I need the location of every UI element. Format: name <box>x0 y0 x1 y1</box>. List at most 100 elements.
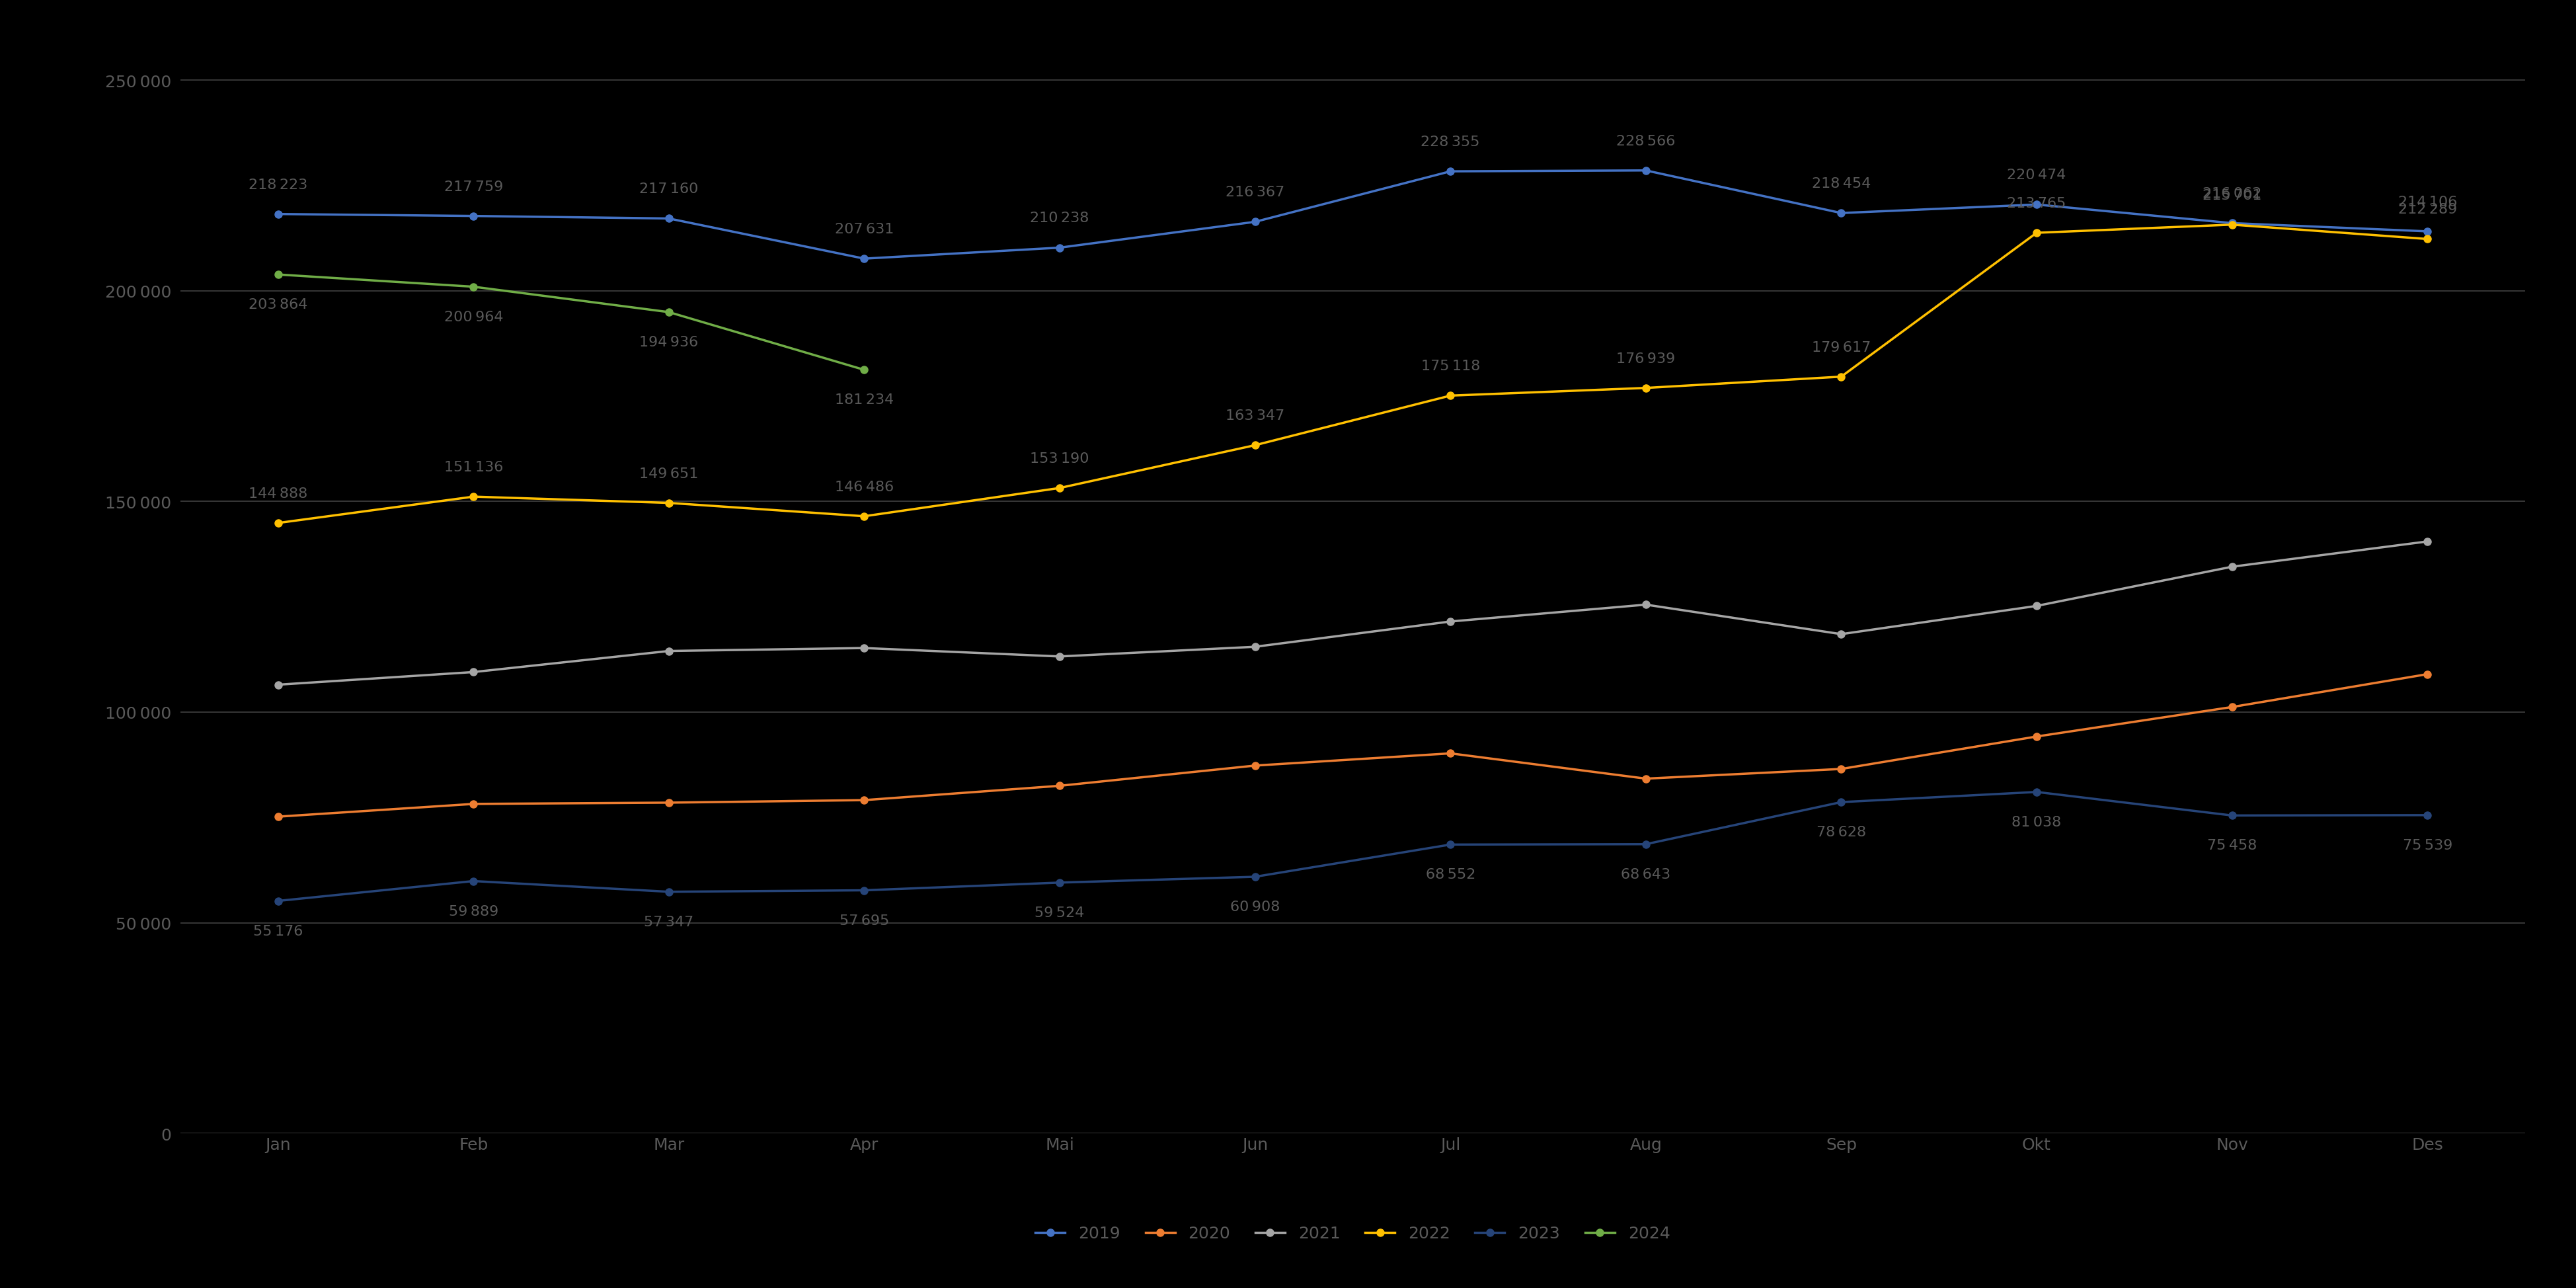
2019 <box>1826 206 1857 222</box>
2023 <box>2215 808 2246 823</box>
Text: 68 552: 68 552 <box>1425 868 1476 881</box>
Line: 2019: 2019 <box>273 167 2432 263</box>
Text: 57 347: 57 347 <box>644 916 693 929</box>
Text: 55 176: 55 176 <box>252 925 304 938</box>
Text: 200 964: 200 964 <box>443 310 502 323</box>
2021 <box>2020 599 2050 614</box>
Text: 81 038: 81 038 <box>2012 815 2061 828</box>
Line: 2022: 2022 <box>273 222 2432 527</box>
2020 <box>2215 699 2246 715</box>
2022 <box>1239 438 1270 453</box>
2021 <box>1631 598 1662 613</box>
2020 <box>1043 778 1074 793</box>
Text: 176 939: 176 939 <box>1615 352 1674 366</box>
2019 <box>1435 164 1466 179</box>
2022 <box>2411 232 2442 247</box>
2022 <box>1435 388 1466 403</box>
Text: 68 643: 68 643 <box>1620 868 1669 881</box>
2020 <box>654 795 685 810</box>
Text: 228 355: 228 355 <box>1419 135 1479 148</box>
2024 <box>263 268 294 283</box>
2022 <box>2020 225 2050 241</box>
Text: 59 524: 59 524 <box>1036 905 1084 920</box>
2021 <box>654 644 685 659</box>
Text: 75 458: 75 458 <box>2208 838 2257 853</box>
2022 <box>2215 218 2246 233</box>
2023 <box>1043 875 1074 890</box>
2022 <box>263 515 294 531</box>
Line: 2020: 2020 <box>273 671 2432 820</box>
Text: 181 234: 181 234 <box>835 393 894 407</box>
2023 <box>459 873 489 889</box>
Text: 217 759: 217 759 <box>443 180 502 193</box>
2021 <box>1239 639 1270 654</box>
2021 <box>848 640 878 656</box>
2019 <box>2411 224 2442 240</box>
2023 <box>1631 837 1662 853</box>
2021 <box>1043 649 1074 665</box>
2020 <box>1239 759 1270 774</box>
Text: 57 695: 57 695 <box>840 913 889 927</box>
Text: 212 289: 212 289 <box>2398 204 2458 216</box>
2022 <box>459 489 489 505</box>
Text: 163 347: 163 347 <box>1226 410 1285 422</box>
Text: 60 908: 60 908 <box>1229 900 1280 913</box>
Text: 215 701: 215 701 <box>2202 189 2262 202</box>
2022 <box>1631 381 1662 397</box>
Text: 151 136: 151 136 <box>443 461 502 474</box>
2020 <box>1435 746 1466 761</box>
2023 <box>1435 837 1466 853</box>
2022 <box>654 496 685 511</box>
2019 <box>2215 216 2246 232</box>
2022 <box>848 509 878 524</box>
Text: 175 118: 175 118 <box>1419 359 1479 374</box>
Line: 2024: 2024 <box>273 272 868 374</box>
2019 <box>1043 241 1074 256</box>
Text: 146 486: 146 486 <box>835 480 894 493</box>
2019 <box>459 209 489 224</box>
2020 <box>459 796 489 811</box>
2024 <box>848 363 878 379</box>
Text: 214 106: 214 106 <box>2398 196 2458 209</box>
2020 <box>263 809 294 824</box>
2023 <box>2411 808 2442 823</box>
2020 <box>2411 667 2442 683</box>
Text: 59 889: 59 889 <box>448 904 497 917</box>
Line: 2021: 2021 <box>273 538 2432 689</box>
Text: 228 566: 228 566 <box>1615 135 1674 148</box>
2019 <box>2020 197 2050 213</box>
Text: 217 160: 217 160 <box>639 183 698 196</box>
2019 <box>1239 215 1270 231</box>
2024 <box>459 279 489 295</box>
2023 <box>2020 784 2050 800</box>
Text: 203 864: 203 864 <box>247 299 307 312</box>
2021 <box>1826 627 1857 643</box>
Text: 149 651: 149 651 <box>639 468 698 480</box>
2021 <box>2215 559 2246 574</box>
Text: 75 539: 75 539 <box>2401 838 2452 851</box>
2021 <box>263 677 294 693</box>
2024 <box>654 305 685 321</box>
Text: 179 617: 179 617 <box>1811 341 1870 354</box>
Text: 218 454: 218 454 <box>1811 178 1870 191</box>
2021 <box>459 665 489 680</box>
2019 <box>263 207 294 223</box>
2020 <box>1826 761 1857 777</box>
Line: 2023: 2023 <box>273 788 2432 904</box>
Text: 194 936: 194 936 <box>639 336 698 349</box>
Text: 218 223: 218 223 <box>247 178 307 192</box>
Text: 220 474: 220 474 <box>2007 169 2066 182</box>
2022 <box>1043 480 1074 496</box>
Text: 216 062: 216 062 <box>2202 187 2262 201</box>
Text: 144 888: 144 888 <box>247 487 307 500</box>
2019 <box>1631 164 1662 179</box>
Text: 210 238: 210 238 <box>1030 211 1090 225</box>
2021 <box>2411 535 2442 550</box>
Text: 213 765: 213 765 <box>2007 197 2066 210</box>
Text: 216 367: 216 367 <box>1226 185 1285 200</box>
2023 <box>263 894 294 909</box>
2021 <box>1435 614 1466 630</box>
Text: 153 190: 153 190 <box>1030 452 1090 465</box>
Text: 78 628: 78 628 <box>1816 826 1865 838</box>
2023 <box>1826 795 1857 810</box>
